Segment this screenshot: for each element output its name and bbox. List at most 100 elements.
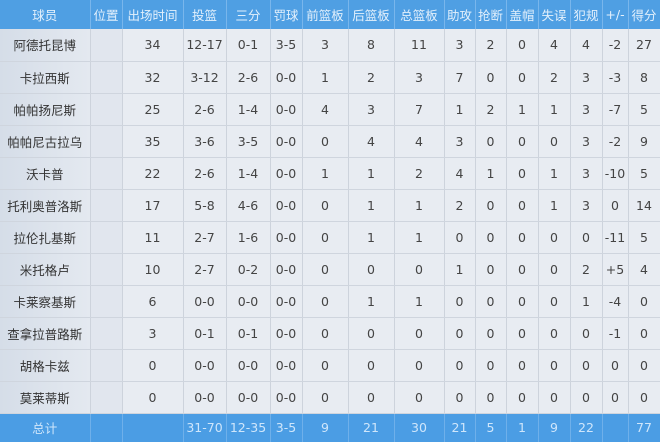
stat-cell: 3-5 xyxy=(270,29,303,62)
stat-cell xyxy=(90,157,123,190)
stat-cell: 0 xyxy=(475,285,507,318)
column-header[interactable]: +/- xyxy=(602,0,629,29)
stat-cell: 25 xyxy=(122,93,184,126)
stat-cell: 0 xyxy=(348,317,395,350)
stat-cell: -4 xyxy=(602,285,629,318)
stat-cell: 2 xyxy=(444,189,476,222)
column-header[interactable]: 盖帽 xyxy=(506,0,539,29)
stat-cell: 0 xyxy=(570,349,603,382)
stat-cell: 14 xyxy=(628,189,660,222)
stat-cell: 2-7 xyxy=(183,253,227,286)
stat-cell xyxy=(90,381,123,414)
column-header[interactable]: 助攻 xyxy=(444,0,476,29)
stat-cell: 0-0 xyxy=(270,61,303,94)
stat-cell: 0 xyxy=(506,61,539,94)
stat-cell: 0-0 xyxy=(270,125,303,158)
column-header[interactable]: 犯规 xyxy=(570,0,603,29)
stat-cell: 0-1 xyxy=(183,317,227,350)
column-header[interactable]: 抢断 xyxy=(475,0,507,29)
stat-cell: 0 xyxy=(602,349,629,382)
stat-cell: 1 xyxy=(506,93,539,126)
total-cell: 30 xyxy=(394,413,445,442)
player-name: 卡莱察基斯 xyxy=(0,285,91,318)
player-row: 胡格卡兹 0 0-0 0-0 0-0 0 0 0 0 0 0 0 0 0 0 xyxy=(0,349,660,382)
stat-cell: 1 xyxy=(394,221,445,254)
stat-cell: 4 xyxy=(628,253,660,286)
stat-cell xyxy=(90,93,123,126)
column-header[interactable]: 罚球 xyxy=(270,0,303,29)
stat-cell: 0 xyxy=(302,381,349,414)
stat-cell: 0 xyxy=(475,221,507,254)
column-header[interactable]: 前篮板 xyxy=(302,0,349,29)
stat-cell: 4 xyxy=(444,157,476,190)
stat-cell: 5 xyxy=(628,221,660,254)
stat-cell: 0 xyxy=(506,125,539,158)
stat-cell: 0 xyxy=(538,253,571,286)
stat-cell: 3-6 xyxy=(183,125,227,158)
stat-cell: 0 xyxy=(302,253,349,286)
stat-cell: 1 xyxy=(348,285,395,318)
stat-cell: 0 xyxy=(506,381,539,414)
column-header[interactable]: 总篮板 xyxy=(394,0,445,29)
player-row: 帕帕扬尼斯 25 2-6 1-4 0-0 4 3 7 1 2 1 1 3 -7 5 xyxy=(0,93,660,126)
stat-cell: 22 xyxy=(122,157,184,190)
stat-cell: 4 xyxy=(570,29,603,62)
stat-cell: 32 xyxy=(122,61,184,94)
stat-cell: 0-0 xyxy=(183,349,227,382)
player-row: 阿德托昆博 34 12-17 0-1 3-5 3 8 11 3 2 0 4 4 -2 27 xyxy=(0,29,660,62)
total-cell: 12-35 xyxy=(226,413,271,442)
column-header[interactable]: 得分 xyxy=(628,0,660,29)
stat-cell: 0-2 xyxy=(226,253,271,286)
stat-cell: 2 xyxy=(475,93,507,126)
stat-cell: 0 xyxy=(570,221,603,254)
stat-cell: 3-5 xyxy=(226,125,271,158)
stat-cell: 0 xyxy=(538,125,571,158)
column-header[interactable]: 后篮板 xyxy=(348,0,395,29)
stat-cell: 0 xyxy=(538,381,571,414)
stat-cell: 1 xyxy=(570,285,603,318)
stat-cell: 2-6 xyxy=(183,93,227,126)
header-row: 球员 位置 出场时间 投篮 三分 罚球 前篮板 后篮板 总篮板 助攻 抢断 盖帽 失误 犯规 +/- 得分 xyxy=(0,0,660,29)
stat-cell: 3 xyxy=(444,125,476,158)
stat-cell: 34 xyxy=(122,29,184,62)
stat-cell xyxy=(90,61,123,94)
stat-cell: 1-4 xyxy=(226,157,271,190)
column-header[interactable]: 出场时间 xyxy=(122,0,184,29)
column-header[interactable]: 位置 xyxy=(90,0,123,29)
column-header[interactable]: 失误 xyxy=(538,0,571,29)
stat-cell: 2 xyxy=(475,29,507,62)
stat-cell: 0 xyxy=(394,349,445,382)
stat-cell: 0 xyxy=(475,125,507,158)
stat-cell: 1 xyxy=(444,253,476,286)
total-cell: 1 xyxy=(506,413,539,442)
stat-cell: 0 xyxy=(122,381,184,414)
stat-cell: 2 xyxy=(348,61,395,94)
player-name: 帕帕尼古拉乌 xyxy=(0,125,91,158)
stat-cell: 1 xyxy=(302,157,349,190)
stat-cell: 1-6 xyxy=(226,221,271,254)
total-cell: 5 xyxy=(475,413,507,442)
stat-cell: 0 xyxy=(394,253,445,286)
stat-cell: -2 xyxy=(602,125,629,158)
player-name: 沃卡普 xyxy=(0,157,91,190)
player-name: 卡拉西斯 xyxy=(0,61,91,94)
stat-cell: 0-0 xyxy=(270,349,303,382)
stat-cell: 0-1 xyxy=(226,317,271,350)
totals-row: 总计 31-70 12-35 3-5 9 21 30 21 5 1 9 22 77 xyxy=(0,413,660,442)
stat-cell: 1 xyxy=(538,157,571,190)
stat-cell: 0 xyxy=(506,157,539,190)
column-header[interactable]: 球员 xyxy=(0,0,91,29)
column-header[interactable]: 三分 xyxy=(226,0,271,29)
player-row: 卡拉西斯 32 3-12 2-6 0-0 1 2 3 7 0 0 2 3 -3 8 xyxy=(0,61,660,94)
stat-cell: 0 xyxy=(475,253,507,286)
stat-cell: 0 xyxy=(628,285,660,318)
stat-cell: 0 xyxy=(394,317,445,350)
stat-cell: 0 xyxy=(444,381,476,414)
stat-cell: 0-0 xyxy=(226,349,271,382)
stat-cell: 0 xyxy=(602,189,629,222)
column-header[interactable]: 投篮 xyxy=(183,0,227,29)
stat-cell: 0 xyxy=(602,381,629,414)
total-cell xyxy=(90,413,123,442)
player-row: 莫莱蒂斯 0 0-0 0-0 0-0 0 0 0 0 0 0 0 0 0 0 xyxy=(0,381,660,414)
total-cell: 21 xyxy=(348,413,395,442)
